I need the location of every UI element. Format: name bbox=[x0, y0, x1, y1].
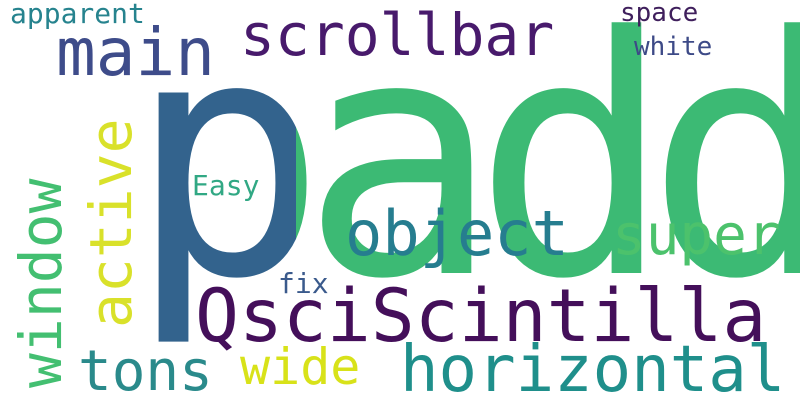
word-white: white bbox=[634, 32, 713, 62]
word-qsciscintilla: QsciScintilla bbox=[195, 274, 767, 359]
word-easy: Easy bbox=[192, 169, 260, 202]
word-apparent: apparent bbox=[10, 0, 145, 30]
word-active: active bbox=[77, 118, 145, 328]
word-wide: wide bbox=[240, 338, 361, 396]
word-padd-text: padd bbox=[128, 0, 800, 351]
word-space: space bbox=[620, 0, 699, 28]
word-tons: tons bbox=[78, 339, 213, 400]
word-scrollbar: scrollbar bbox=[240, 1, 555, 69]
word-object: object bbox=[345, 197, 569, 270]
word-window: window bbox=[7, 178, 75, 388]
word-padd: padd bbox=[128, 0, 800, 324]
word-super: super bbox=[612, 203, 781, 268]
word-fix: fix bbox=[278, 267, 329, 300]
word-horizontal: horizontal bbox=[400, 333, 786, 400]
word-main: main bbox=[56, 14, 215, 91]
